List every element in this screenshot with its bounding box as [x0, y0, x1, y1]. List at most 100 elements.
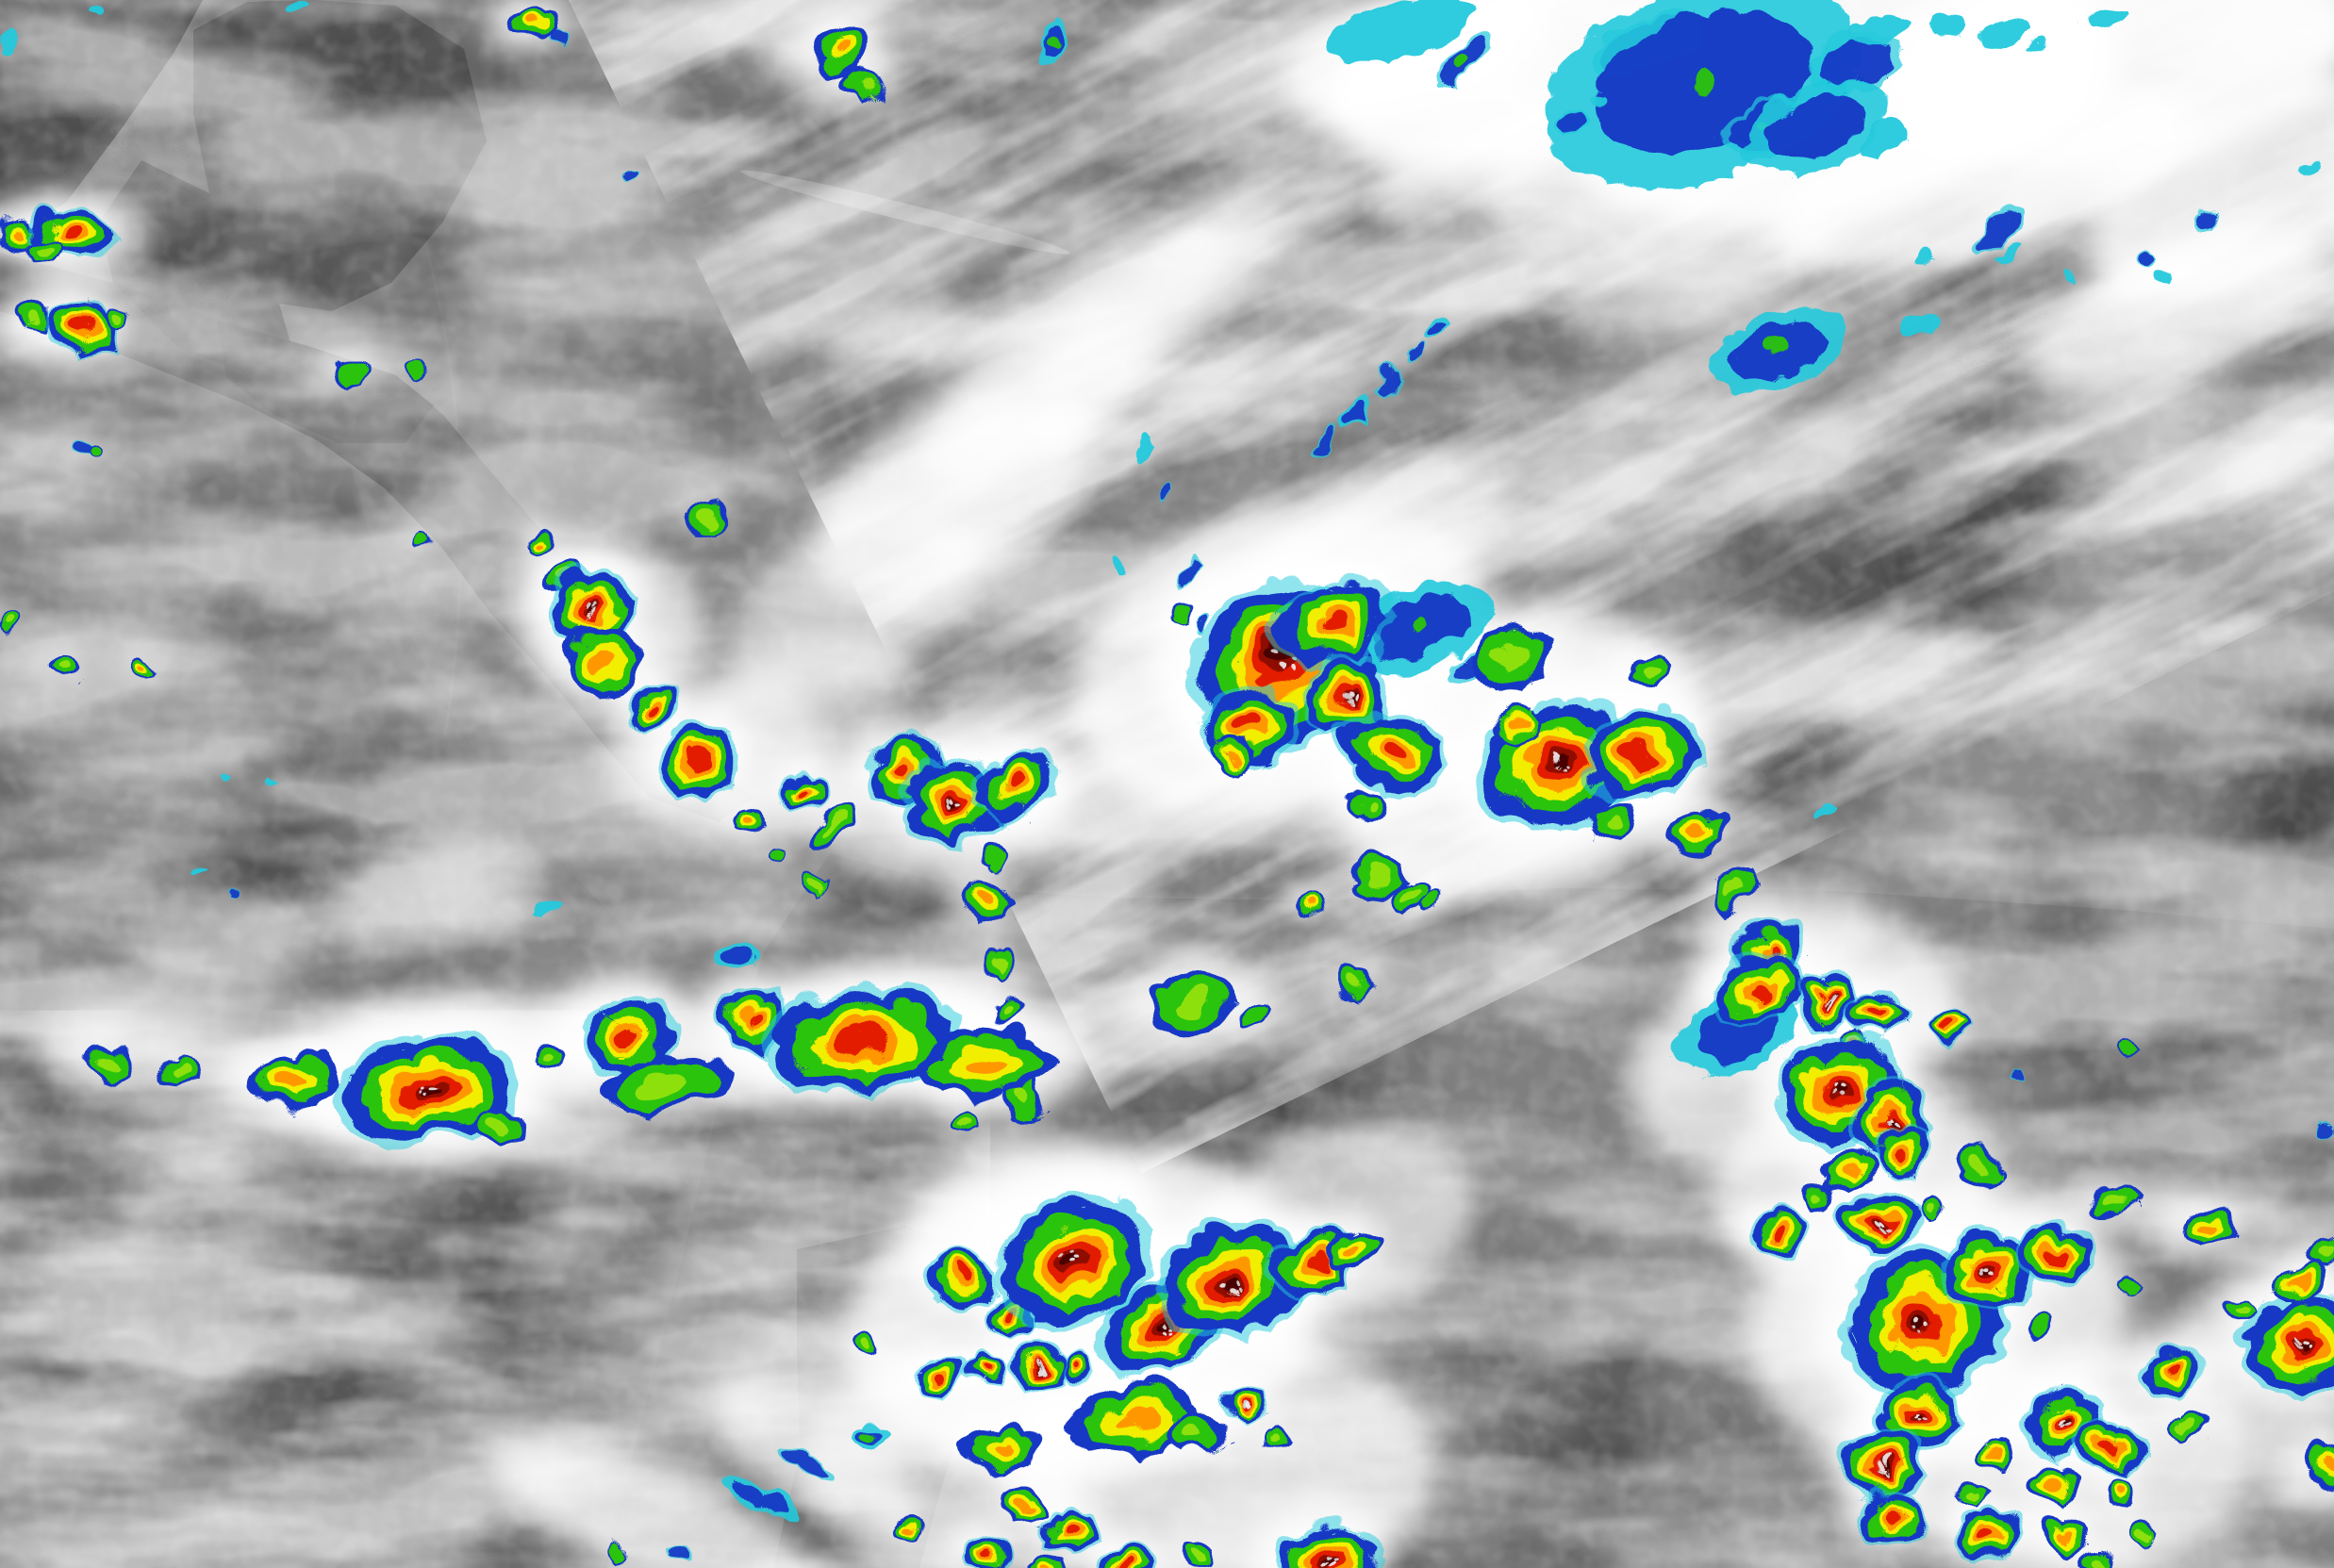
overshoot-speckle — [1068, 1257, 1073, 1263]
convective-cell-l2 — [2172, 1410, 2188, 1423]
convective-cell-l2 — [985, 948, 999, 961]
overshoot-speckle — [1906, 1411, 1912, 1417]
overshoot-speckle — [1913, 1324, 1919, 1329]
convective-cell-l3 — [986, 1432, 1013, 1448]
convective-cell-l2 — [89, 1049, 109, 1065]
convective-cell-l2 — [1486, 634, 1521, 660]
overshoot-speckle — [1026, 1359, 1032, 1364]
overshoot-speckle — [1882, 1110, 1888, 1115]
overshoot-speckle — [1336, 682, 1342, 687]
convective-cell-l3 — [1219, 745, 1232, 757]
overshoot-speckle — [946, 787, 952, 793]
overshoot-speckle — [1541, 748, 1547, 753]
convective-cell-l2 — [851, 71, 869, 86]
overshoot-speckle — [1823, 1084, 1829, 1090]
convective-cell-l2 — [0, 605, 5, 616]
overshoot-speckle — [1902, 1407, 1908, 1412]
convective-cell-l2 — [1357, 793, 1374, 807]
overshoot-speckle — [1907, 1310, 1912, 1316]
cirrus-green-core — [1406, 614, 1423, 631]
overshoot-speckle — [1870, 1212, 1876, 1217]
overshoot-speckle — [1226, 1269, 1232, 1275]
convective-cell-l2 — [478, 1109, 501, 1124]
convective-cell-l2 — [1399, 879, 1415, 892]
overshoot-speckle — [1150, 1312, 1156, 1318]
overshoot-speckle — [2293, 1327, 2299, 1332]
cyan-cirrus-patch — [1922, 9, 1960, 32]
convective-cell-l4 — [1055, 1515, 1069, 1527]
cyan-cirrus-patch — [2088, 5, 2122, 22]
convective-cell-l4 — [1316, 604, 1345, 626]
blue-cirrus-patch — [1551, 106, 1580, 124]
convective-cell-l2 — [20, 305, 37, 319]
cyan-cirrus-patch — [1973, 14, 2022, 42]
cirrus-green-core — [1763, 334, 1783, 355]
blue-cirrus-patch — [1176, 552, 1193, 580]
blue-cirrus-patch — [781, 1443, 826, 1471]
overshoot-speckle — [1822, 1077, 1828, 1082]
overshoot-speckle — [1980, 1263, 1986, 1269]
overshoot-speckle — [1873, 1461, 1879, 1466]
blue-cirrus-patch — [716, 938, 746, 957]
convective-cell-l4 — [926, 1362, 939, 1374]
overshoot-speckle — [1157, 1321, 1163, 1327]
overshoot-speckle — [1874, 1211, 1879, 1216]
overshoot-speckle — [1214, 1272, 1219, 1278]
convective-cell-l3 — [2192, 1213, 2209, 1227]
convective-cell-l3 — [2108, 1479, 2119, 1491]
convective-cell-l4 — [1232, 708, 1254, 727]
blue-cirrus-patch — [1762, 87, 1860, 155]
convective-cell-l2 — [1165, 986, 1200, 1013]
cyan-cirrus-patch — [1809, 798, 1831, 811]
blue-cirrus-patch — [544, 25, 559, 36]
convective-cell-l1 — [2027, 1307, 2048, 1329]
cirrus-green-core — [1449, 49, 1465, 64]
convective-cell-l4 — [1764, 1223, 1779, 1234]
convective-cell-l2 — [1259, 1425, 1271, 1434]
convective-cell-l4 — [886, 757, 905, 771]
convective-cell-l3 — [1505, 710, 1519, 724]
cyan-cirrus-patch — [1128, 431, 1145, 455]
convective-cell-l1 — [1169, 599, 1188, 615]
overshoot-speckle — [415, 1084, 421, 1090]
overshoot-speckle — [582, 601, 588, 606]
overshoot-speckle — [1235, 1392, 1241, 1397]
convective-cell-l2 — [1919, 1195, 1929, 1205]
overshoot-speckle — [1831, 1087, 1837, 1093]
convective-cell-l3 — [1108, 1404, 1150, 1427]
cyan-cirrus-patch — [1991, 237, 2015, 261]
cyan-cirrus-patch — [1107, 560, 1118, 568]
convective-cell-l4 — [1864, 1001, 1878, 1013]
overshoot-speckle — [1813, 988, 1819, 994]
convective-cell-l3 — [1832, 1153, 1851, 1168]
cyan-cirrus-patch — [281, 0, 304, 9]
convective-cell-l4 — [638, 698, 651, 709]
cyan-cirrus-patch — [1896, 306, 1932, 331]
cyan-cirrus-patch — [1907, 243, 1926, 258]
convective-cell-l4 — [1890, 1138, 1904, 1151]
overshoot-speckle — [2061, 1414, 2066, 1420]
convective-cell-l2 — [32, 239, 44, 252]
overshoot-speckle — [1282, 662, 1288, 668]
convective-cell-l4 — [1972, 1521, 1988, 1534]
convective-cell-l2 — [535, 1048, 550, 1061]
overshoot-speckle — [1336, 688, 1342, 694]
convective-cell-l6 — [2293, 1330, 2307, 1342]
blue-cirrus-patch — [660, 1540, 683, 1553]
convective-cell-l2 — [1716, 878, 1735, 895]
overshoot-speckle — [410, 1079, 416, 1084]
overshoot-speckle — [1551, 757, 1557, 763]
overshoot-speckle — [952, 792, 957, 798]
convective-cell-l4 — [71, 316, 86, 327]
overshoot-speckle — [1545, 754, 1550, 760]
convective-cell-l4 — [1003, 772, 1023, 790]
blue-cirrus-patch — [1155, 481, 1168, 500]
overshoot-speckle — [1316, 1551, 1322, 1557]
convective-cell-l3 — [266, 1065, 294, 1084]
overshoot-speckle — [2291, 1331, 2296, 1337]
convective-cell-l1 — [332, 355, 362, 376]
convective-cell-l3 — [974, 888, 989, 901]
blue-cirrus-patch — [1971, 206, 2012, 247]
